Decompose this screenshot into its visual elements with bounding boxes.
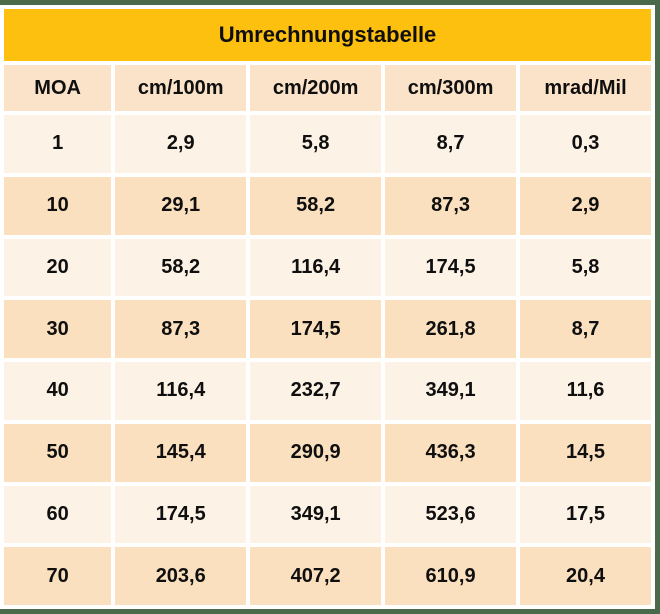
data-cell: 58,2: [115, 238, 247, 297]
data-cell: 174,5: [385, 238, 517, 297]
data-cell: 116,4: [250, 238, 382, 297]
table-row: 10 29,1 58,2 87,3 2,9: [4, 176, 651, 235]
data-cell: 70: [4, 547, 112, 605]
table-row: 20 58,2 116,4 174,5 5,8: [4, 238, 651, 297]
data-cell: 14,5: [520, 423, 651, 482]
data-cell: 8,7: [520, 300, 651, 358]
conversion-table: Umrechnungstabelle MOA cm/100m cm/200m c…: [0, 5, 655, 609]
data-cell: 436,3: [385, 423, 517, 482]
data-cell: 87,3: [115, 300, 247, 358]
header-cell-cm100m: cm/100m: [115, 65, 247, 111]
title-row: Umrechnungstabelle: [4, 9, 651, 61]
data-cell: 87,3: [385, 176, 517, 235]
data-cell: 349,1: [250, 485, 382, 544]
data-cell: 0,3: [520, 115, 651, 173]
data-cell: 58,2: [250, 176, 382, 235]
data-cell: 203,6: [115, 547, 247, 605]
data-cell: 10: [4, 176, 112, 235]
data-cell: 50: [4, 423, 112, 482]
data-cell: 1: [4, 115, 112, 173]
data-cell: 174,5: [115, 485, 247, 544]
table-row: 50 145,4 290,9 436,3 14,5: [4, 423, 651, 482]
data-cell: 17,5: [520, 485, 651, 544]
data-cell: 29,1: [115, 176, 247, 235]
header-cell-cm300m: cm/300m: [385, 65, 517, 111]
data-cell: 232,7: [250, 362, 382, 420]
table-title: Umrechnungstabelle: [4, 9, 651, 61]
data-cell: 349,1: [385, 362, 517, 420]
data-cell: 60: [4, 485, 112, 544]
data-cell: 2,9: [520, 176, 651, 235]
header-cell-moa: MOA: [4, 65, 112, 111]
data-cell: 407,2: [250, 547, 382, 605]
header-row: MOA cm/100m cm/200m cm/300m mrad/Mil: [4, 65, 651, 111]
data-cell: 116,4: [115, 362, 247, 420]
table-row: 40 116,4 232,7 349,1 11,6: [4, 362, 651, 420]
data-cell: 5,8: [520, 238, 651, 297]
table-row: 70 203,6 407,2 610,9 20,4: [4, 547, 651, 605]
data-cell: 610,9: [385, 547, 517, 605]
data-cell: 5,8: [250, 115, 382, 173]
table-row: 30 87,3 174,5 261,8 8,7: [4, 300, 651, 358]
data-cell: 40: [4, 362, 112, 420]
data-cell: 8,7: [385, 115, 517, 173]
data-cell: 174,5: [250, 300, 382, 358]
data-cell: 2,9: [115, 115, 247, 173]
table-row: 60 174,5 349,1 523,6 17,5: [4, 485, 651, 544]
data-cell: 145,4: [115, 423, 247, 482]
data-cell: 261,8: [385, 300, 517, 358]
data-cell: 290,9: [250, 423, 382, 482]
data-cell: 11,6: [520, 362, 651, 420]
data-cell: 20,4: [520, 547, 651, 605]
header-cell-cm200m: cm/200m: [250, 65, 382, 111]
data-cell: 30: [4, 300, 112, 358]
data-cell: 20: [4, 238, 112, 297]
header-cell-mrad-mil: mrad/Mil: [520, 65, 651, 111]
data-cell: 523,6: [385, 485, 517, 544]
table-row: 1 2,9 5,8 8,7 0,3: [4, 115, 651, 173]
